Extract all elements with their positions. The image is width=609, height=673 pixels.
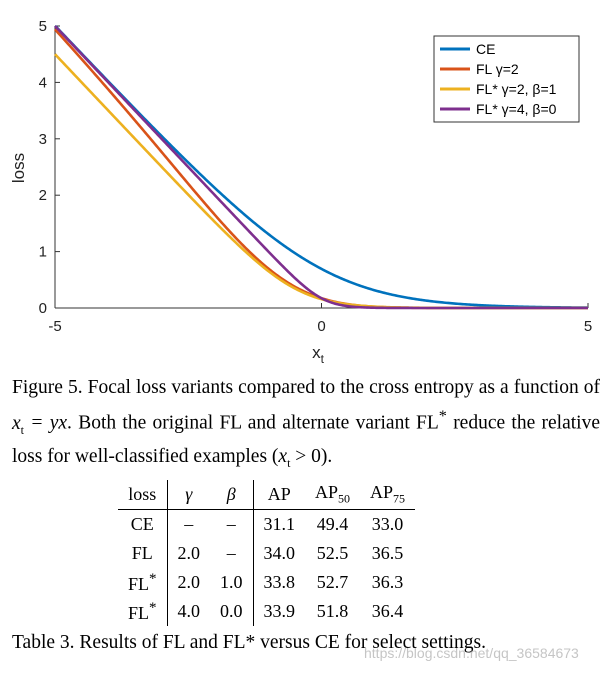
figure-caption: Figure 5. Focal loss variants compared t… bbox=[12, 374, 600, 477]
table-cell: 36.3 bbox=[371, 572, 404, 592]
table-cell: 36.5 bbox=[371, 543, 404, 563]
series-line-3 bbox=[54, 25, 588, 310]
table-row: FL* 2.0 1.0 33.8 52.7 36.3 bbox=[118, 568, 415, 597]
y-tick-label: 4 bbox=[39, 74, 47, 91]
fl-star: * bbox=[438, 407, 447, 425]
y-axis-label: loss bbox=[9, 153, 28, 183]
legend-label-3: FL* γ=4, β=0 bbox=[476, 101, 557, 117]
table-cell: 49.4 bbox=[305, 509, 361, 539]
y-tick-label: 0 bbox=[39, 300, 47, 317]
figure-label: Figure 5. bbox=[12, 377, 83, 398]
table-cell: 2.0 bbox=[177, 572, 201, 592]
table-row: FL* 4.0 0.0 33.9 51.8 36.4 bbox=[118, 597, 415, 626]
table-header-cell: β bbox=[210, 480, 254, 510]
legend-label-2: FL* γ=2, β=1 bbox=[476, 81, 557, 97]
table-cell: FL* bbox=[118, 597, 168, 626]
table-header-cell: loss bbox=[118, 480, 168, 510]
table-header-cell: γ bbox=[185, 484, 193, 504]
y-tick-label: 2 bbox=[39, 187, 47, 204]
chart-legend: CE FL γ=2 FL* γ=2, β=1 FL* γ=4, β=0 bbox=[433, 35, 580, 123]
table-cell: 31.1 bbox=[253, 509, 306, 539]
table-cell: 36.4 bbox=[371, 601, 404, 621]
table-cell: – bbox=[210, 509, 254, 539]
table-cell: 52.5 bbox=[316, 543, 349, 563]
legend-label-1: FL γ=2 bbox=[476, 61, 519, 77]
table-cell: 52.7 bbox=[316, 572, 349, 592]
x-tick-label: 0 bbox=[317, 318, 325, 335]
table-row: CE – –31.1 49.4 33.0 bbox=[118, 509, 416, 539]
table-caption-text: Results of FL and FL* versus CE for sele… bbox=[74, 632, 486, 653]
table-header-cell: AP bbox=[267, 484, 291, 504]
results-table: loss γ β AP AP50 AP75 CE – –31.1 49.4 33.0 FL 2.0–3… bbox=[118, 480, 416, 626]
table-cell: 51.8 bbox=[316, 601, 349, 621]
legend-label-0: CE bbox=[476, 41, 495, 57]
y-tick-label: 1 bbox=[39, 244, 47, 261]
table-cell: 1.0 bbox=[210, 568, 254, 597]
x-tick-label: 5 bbox=[584, 318, 592, 335]
x-axis-label: xt bbox=[312, 343, 325, 366]
math-xt-2: xt bbox=[278, 446, 291, 471]
table-cell: – bbox=[210, 539, 254, 568]
figure-caption-text-2: . Both the original FL and alternate var… bbox=[67, 412, 439, 434]
table-cell: 4.0 bbox=[177, 601, 201, 621]
results-table-header: loss γ β AP AP50 AP75 bbox=[118, 480, 416, 510]
table-cell: 0.0 bbox=[210, 597, 254, 626]
table-header-cell: AP50 bbox=[315, 482, 351, 506]
table-header-cell: AP75 bbox=[370, 482, 406, 506]
figure-caption-text: Focal loss variants compared to the cros… bbox=[82, 377, 600, 398]
table-cell: 33.8 bbox=[263, 572, 296, 592]
table-cell: 33.9 bbox=[263, 601, 296, 621]
math-xt: xt bbox=[12, 412, 24, 437]
series-line-0 bbox=[54, 24, 589, 309]
math-yx: = yx bbox=[24, 412, 68, 434]
table-cell: – bbox=[167, 509, 211, 539]
figure-caption-text-3: reduce the relative loss for well-classi… bbox=[12, 412, 600, 468]
watermark: https://blog.csdn.net/qq_36584673 bbox=[364, 645, 579, 661]
table-cell: CE bbox=[118, 509, 168, 539]
table-cell: 34.0 bbox=[263, 543, 296, 563]
math-gt-zero: > 0 bbox=[290, 446, 321, 468]
y-tick-label: 5 bbox=[39, 18, 47, 35]
x-tick-label: -5 bbox=[48, 318, 61, 335]
y-tick-label: 3 bbox=[39, 131, 47, 148]
figure-caption-end: ). bbox=[320, 446, 333, 468]
table-cell: 33.0 bbox=[360, 509, 416, 539]
table-cell: FL* bbox=[118, 568, 168, 597]
results-table-body: CE – –31.1 49.4 33.0 FL 2.0–34.0 52.5 36.5 FL* 2.0… bbox=[118, 509, 416, 626]
table-row: FL 2.0–34.0 52.5 36.5 bbox=[118, 539, 415, 568]
table-cell: FL bbox=[118, 539, 168, 568]
table-label: Table 3. bbox=[12, 632, 75, 653]
table-cell: 2.0 bbox=[177, 543, 201, 563]
chart-curves bbox=[54, 24, 589, 310]
table-caption: Table 3. Results of FL and FL* versus CE… bbox=[12, 630, 602, 656]
